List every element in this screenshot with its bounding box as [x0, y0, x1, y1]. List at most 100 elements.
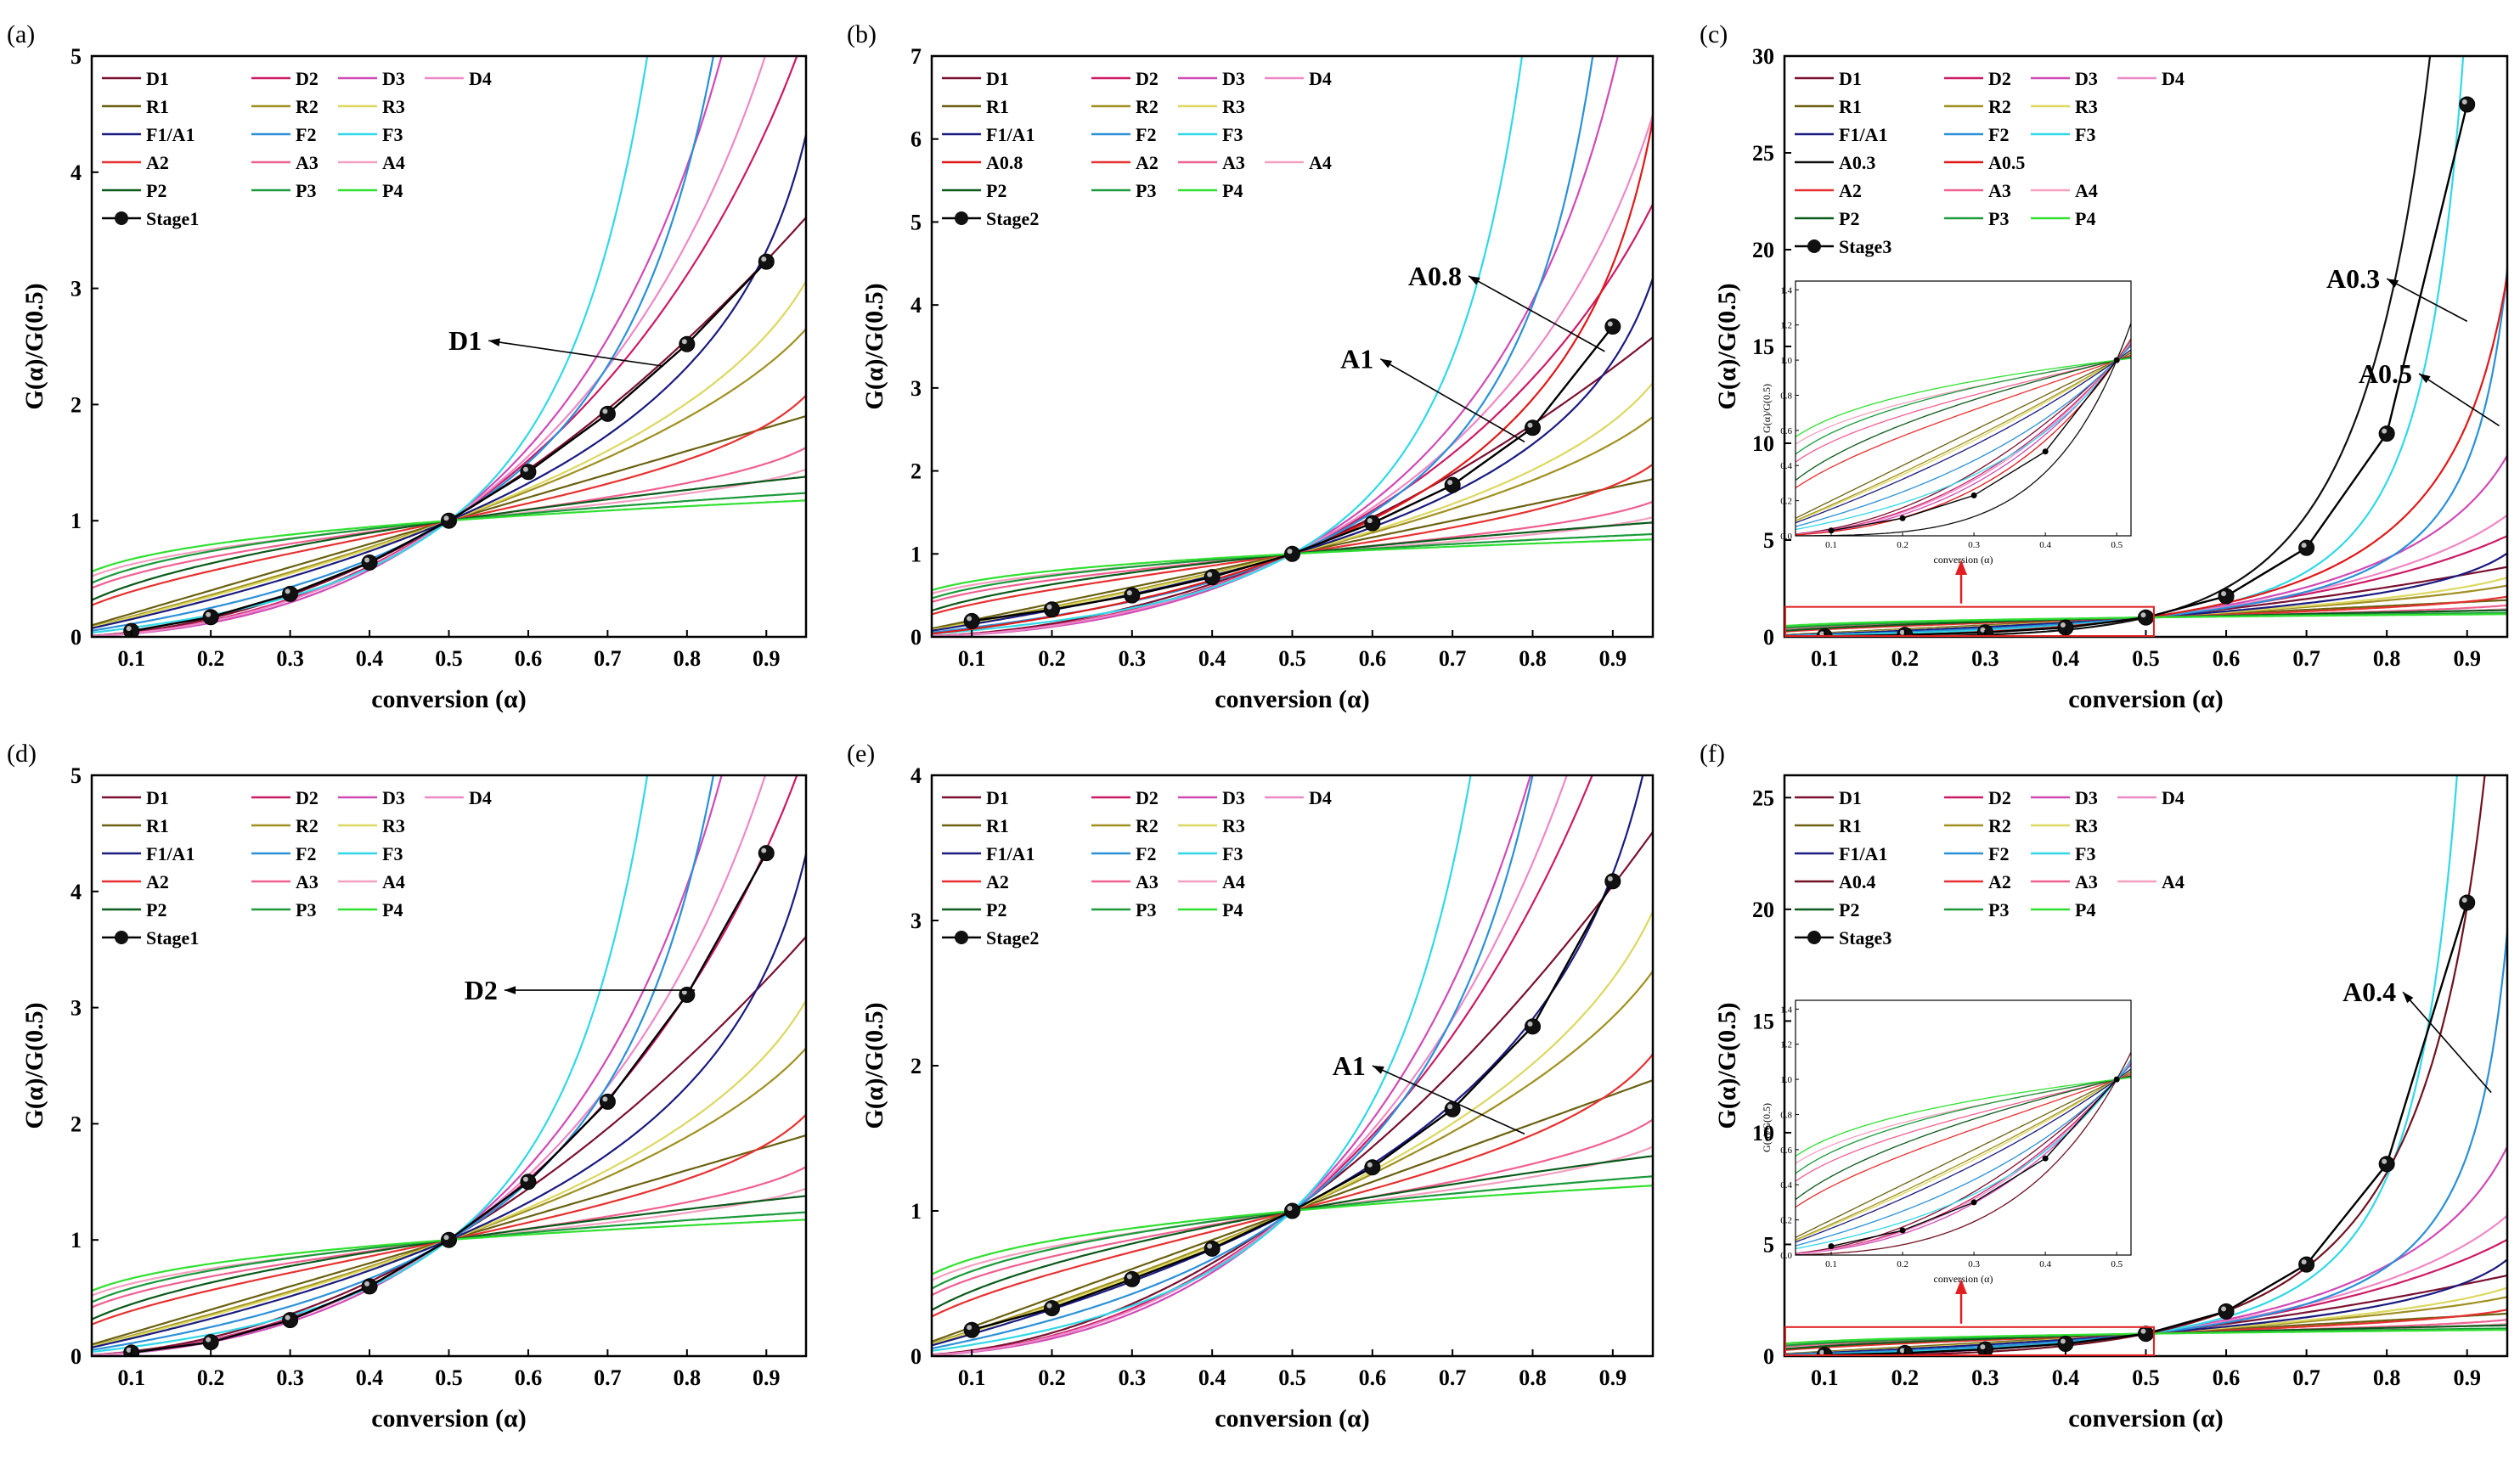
inset-stage-point	[1899, 1227, 1906, 1234]
x-tick-label: 0.3	[1119, 646, 1147, 671]
legend-label: D4	[2162, 68, 2185, 89]
y-tick-label: 25	[1752, 141, 1774, 166]
curve-f3	[92, 56, 649, 634]
stage-point-highlight	[1367, 518, 1373, 524]
x-tick-label: 0.8	[1519, 646, 1547, 671]
annotation-label: A1	[1333, 1050, 1366, 1081]
x-tick-label: 0.6	[2213, 646, 2241, 671]
stage-point	[2138, 609, 2154, 626]
inset-y-tick-label: 1.0	[1780, 1075, 1792, 1085]
stage-point-highlight	[1447, 480, 1453, 486]
panel-b: (b) 0.1 0.2 0.3 0.4 0.5 0.6 0.7 0.8 0.9 0 1 2 3 4 5 6 7 co…	[847, 20, 1655, 713]
x-tick-label: 0.7	[594, 1365, 622, 1390]
x-tick-label: 0.8	[674, 1365, 702, 1390]
y-tick-label: 2	[910, 459, 922, 484]
legend-label: D4	[1309, 787, 1332, 808]
x-tick-label: 0.5	[435, 1365, 463, 1390]
y-tick-label: 3	[910, 909, 922, 933]
stage-point-highlight	[443, 1235, 449, 1241]
inset-curves	[1796, 1052, 2131, 1255]
stage-point-highlight	[967, 616, 972, 622]
x-tick-label: 0.2	[1038, 646, 1066, 671]
legend-label: D4	[2162, 787, 2185, 808]
stage-point	[2138, 1326, 2154, 1343]
legend-label: P2	[1839, 899, 1859, 920]
stage-point	[1284, 545, 1300, 562]
stage-series	[123, 253, 775, 637]
panel-letter: (c)	[1700, 20, 1728, 48]
y-tick-label: 20	[1752, 238, 1774, 262]
annotation-arrow-line	[2402, 991, 2492, 1094]
legend: D1 D2 D3 D4 R1 R2 R3 F1/A1 F2 F3 A0.4 A2 A3 A4 P2 P3 P4 S…	[1795, 787, 2185, 949]
stage-point-highlight	[2301, 543, 2307, 549]
inset-curve	[1796, 1068, 2131, 1243]
legend-label: R2	[1988, 96, 2011, 117]
annotation-label: A0.3	[2326, 263, 2380, 294]
legend-label: D2	[1136, 787, 1159, 808]
legend-label-stage: Stage2	[986, 927, 1039, 949]
legend-label: D3	[1222, 787, 1245, 808]
stage-point-highlight	[1207, 1243, 1213, 1249]
x-tick-label: 0.3	[1119, 1365, 1147, 1390]
y-tick-label: 1	[70, 1228, 82, 1253]
stage-series	[963, 873, 1621, 1338]
legend-label: A3	[2075, 871, 2098, 892]
y-tick-label: 2	[70, 392, 82, 417]
panel-d: (d) 0.1 0.2 0.3 0.4 0.5 0.6 0.7 0.8 0.9 0 1 2 3 4 5 conv…	[7, 740, 808, 1433]
legend-label: F3	[382, 843, 403, 864]
stage-point-highlight	[761, 847, 767, 853]
panel-f: (f) 0.1 0.2 0.3 0.4 0.5 0.6 0.7 0.8 0.9 0 5 10 15 20 25…	[1700, 740, 2509, 1433]
y-tick-label: 2	[70, 1112, 82, 1136]
legend-label: A3	[296, 152, 319, 173]
inset-y-axis-title: G(α)/G(0.5)	[1761, 384, 1773, 433]
curve-d4	[92, 56, 767, 637]
legend-label: F1/A1	[146, 843, 194, 864]
legend-label: D2	[296, 787, 319, 808]
legend-label: F3	[382, 124, 403, 145]
legend-label: P3	[1988, 899, 2009, 920]
curve-p2	[932, 521, 1653, 612]
inset-y-tick-label: 1.2	[1780, 1040, 1792, 1050]
legend-label: F1/A1	[986, 843, 1034, 864]
stage-point	[2218, 1303, 2235, 1320]
x-tick-label: 0.4	[1198, 1365, 1226, 1390]
y-axis-title: G(α)/G(0.5)	[860, 1002, 888, 1129]
annotation: A0.3	[2326, 263, 2468, 323]
y-tick-label: 4	[910, 293, 922, 318]
inset-stage-point	[2042, 1155, 2049, 1162]
inset-curve	[1796, 345, 2131, 535]
stage-point	[282, 1312, 299, 1329]
stage-point	[361, 1278, 378, 1295]
inset-curve	[1796, 1075, 2131, 1201]
inset-y-tick-label: 1.0	[1780, 356, 1792, 366]
legend-label: P2	[1839, 208, 1859, 229]
inset-y-tick-label: 1.2	[1780, 321, 1792, 331]
model-curves	[932, 775, 1653, 1356]
x-tick-label: 0.1	[117, 646, 145, 671]
legend: D1 D2 D3 D4 R1 R2 R3 F1/A1 F2 F3 A0.8 A2 A3 A4 P2 P3 P4 S…	[942, 68, 1332, 229]
legend-label: F1/A1	[1839, 843, 1887, 864]
legend-marker	[955, 931, 968, 944]
stage-line	[971, 881, 1614, 1331]
stage-point-highlight	[2060, 622, 2066, 628]
y-tick-label: 2	[910, 1054, 922, 1078]
curve-f2	[92, 56, 715, 632]
legend-label: R2	[296, 815, 319, 836]
legend-label: P3	[1136, 180, 1156, 201]
x-tick-label: 0.7	[1439, 1365, 1467, 1390]
legend-label: P4	[1222, 899, 1243, 920]
y-tick-label: 3	[70, 277, 82, 301]
stage-point	[2378, 425, 2395, 442]
legend-label: D1	[146, 68, 169, 89]
stage-point-highlight	[1126, 590, 1132, 596]
x-tick-label: 0.1	[1811, 646, 1839, 671]
y-tick-label: 10	[1752, 1121, 1774, 1146]
stage-point-highlight	[1607, 875, 1613, 881]
stage-point-highlight	[126, 1347, 132, 1353]
stage-point-highlight	[967, 1325, 972, 1331]
annotation-arrow-head	[488, 338, 500, 346]
y-tick-label: 4	[70, 160, 82, 185]
x-tick-label: 0.9	[1599, 646, 1627, 671]
legend-label: R2	[296, 96, 319, 117]
stage-point-highlight	[2461, 897, 2467, 903]
